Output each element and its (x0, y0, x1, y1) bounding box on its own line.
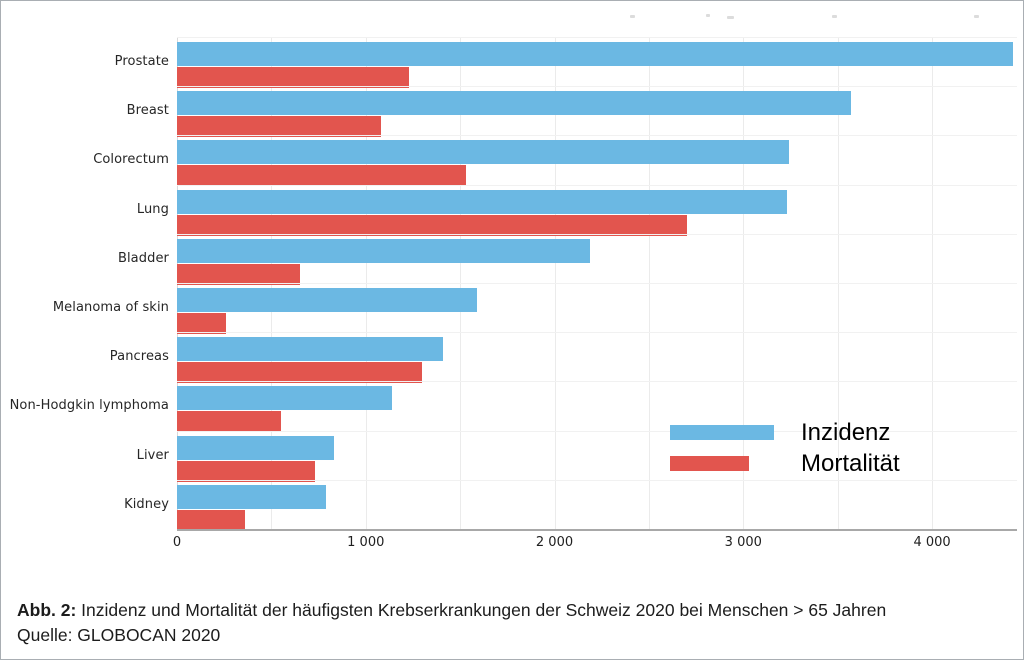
x-axis-ticks: 0 1 000 2 000 3 000 4 000 (173, 535, 1017, 553)
x-tick-label: 3 000 (724, 535, 762, 550)
mortality-bar (177, 313, 227, 334)
mortality-bar (177, 165, 466, 187)
faint-tick-artifact (706, 14, 710, 17)
category-label: Kidney (124, 496, 169, 512)
category-label: Pancreas (109, 349, 169, 365)
category-label: Bladder (117, 250, 169, 266)
x-axis-line (177, 529, 1017, 531)
legend-swatch-mortality (670, 456, 749, 471)
bar-group (177, 86, 1017, 138)
figure-caption: Abb. 2: Inzidenz und Mortalität der häuf… (17, 598, 1007, 648)
x-tick-label: 0 (172, 535, 182, 550)
incidence-bar (177, 435, 334, 460)
faint-tick-artifact (630, 15, 635, 18)
mortality-bar (177, 362, 423, 384)
mortality-bar (177, 411, 281, 433)
incidence-bar (177, 238, 591, 263)
legend-label-mortality: Mortalität (801, 450, 900, 477)
mortality-bar (177, 509, 245, 531)
caption-figure-number: Abb. 2: (17, 600, 77, 620)
bar-group (177, 135, 1017, 187)
caption-source: Quelle: GLOBOCAN 2020 (17, 625, 221, 645)
legend: Inzidenz Mortalität (670, 419, 970, 484)
bar-group (177, 184, 1017, 236)
bar-group (177, 233, 1017, 285)
category-label: Breast (126, 103, 169, 119)
incidence-bar (177, 140, 789, 165)
category-label: Prostate (114, 54, 169, 70)
caption-text: Inzidenz und Mortalität der häufigsten K… (76, 600, 887, 620)
bar-group (177, 479, 1017, 531)
incidence-bar (177, 337, 444, 362)
faint-tick-artifact (727, 16, 734, 19)
mortality-bar (177, 67, 410, 88)
category-label: Non-Hodgkin lymphoma (9, 398, 169, 414)
incidence-bar (177, 386, 393, 411)
x-tick-label: 4 000 (913, 535, 951, 550)
mortality-bar (177, 460, 315, 482)
category-label: Melanoma of skin (52, 300, 169, 316)
category-label: Liver (136, 447, 169, 463)
plot-area (177, 37, 1017, 531)
bar-group (177, 381, 1017, 433)
incidence-bar (177, 189, 787, 214)
incidence-bar (177, 484, 327, 509)
x-tick-label: 1 000 (347, 535, 385, 550)
legend-swatch-incidence (670, 425, 774, 440)
bar-group (177, 37, 1017, 88)
faint-tick-artifact (974, 15, 979, 18)
mortality-bar (177, 263, 300, 285)
faint-tick-artifact (832, 15, 837, 18)
y-axis-labels: Prostate Breast Colorectum Lung Bladder Melan… (1, 37, 169, 529)
incidence-bar (177, 91, 851, 116)
category-label: Colorectum (93, 152, 169, 168)
category-label: Lung (136, 201, 169, 217)
legend-label-incidence: Inzidenz (801, 419, 891, 446)
incidence-bar (177, 288, 478, 312)
mortality-bar (177, 214, 687, 236)
bar-group (177, 332, 1017, 384)
x-tick-label: 2 000 (535, 535, 574, 550)
mortality-bar (177, 116, 381, 138)
caption-line-1: Abb. 2: Inzidenz und Mortalität der häuf… (17, 598, 1007, 623)
bar-group (177, 430, 1017, 482)
bar-group (177, 283, 1017, 334)
incidence-bar (177, 42, 1014, 66)
